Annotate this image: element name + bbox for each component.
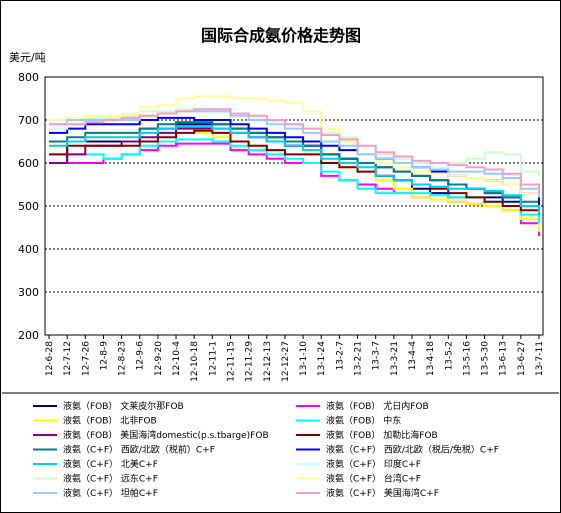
- x-tick-label: 13-5-30: [481, 341, 491, 376]
- x-tick-label: 13-5-2: [444, 341, 454, 370]
- legend-label: 液氨（FOB） 尤日内FOB: [326, 400, 429, 412]
- y-tick-labels: 200 300 400 500 600 700 800: [18, 71, 39, 342]
- x-tick-label: 12-8-23: [118, 341, 128, 376]
- legend-label: 液氨（C+F） 西欧/北欧（税前）C+F: [63, 444, 215, 456]
- x-tick-label: 12-9-20: [154, 341, 164, 376]
- x-tick-label: 12-7-12: [63, 341, 73, 376]
- x-tick-label: 12-7-26: [81, 341, 91, 376]
- y-tick-label: 300: [18, 286, 39, 299]
- chart-title: 国际合成氨价格走势图: [201, 26, 361, 45]
- legend: 液氨（FOB） 文莱皮尔那FOB 液氨（FOB） 尤日内FOB 液氨（FOB） 北非…: [33, 400, 499, 499]
- series-line-3: [49, 138, 540, 224]
- plot-border: [44, 76, 544, 336]
- x-tick-label: 13-2-7: [335, 341, 345, 370]
- legend-label: 液氨（C+F） 西欧/北欧（税后/免税）C+F: [326, 444, 499, 456]
- y-tick-label: 200: [18, 329, 39, 342]
- x-tick-label: 12-11-29: [245, 341, 255, 382]
- x-tick-label: 13-2-21: [354, 341, 364, 376]
- legend-label: 液氨（C+F） 台湾C+F: [326, 473, 421, 485]
- x-tick-label: 12-6-28: [45, 341, 55, 376]
- series-line-11: [49, 95, 540, 198]
- x-tick-label: 13-4-4: [408, 341, 418, 371]
- y-tick-label: 500: [18, 200, 39, 213]
- x-tick-label: 13-5-16: [462, 341, 472, 376]
- x-tick-labels: 12-6-28 12-7-12 12-7-26 12-8-9 12-8-23 12-9-6…: [45, 335, 545, 382]
- y-axis-label: 美元/吨: [9, 51, 46, 64]
- legend-label: 液氨（FOB） 加勒比海FOB: [326, 429, 438, 441]
- x-tick-label: 13-6-13: [499, 341, 509, 376]
- legend-label: 液氨（C+F） 坦帕C+F: [63, 487, 158, 499]
- legend-label: 液氨（C+F） 美国海湾C+F: [326, 487, 439, 499]
- series-line-2: [49, 131, 540, 232]
- x-tick-label: 13-3-7: [372, 341, 382, 370]
- y-tick-label: 700: [18, 114, 39, 127]
- x-tick-label: 12-12-27: [281, 341, 291, 382]
- series-line-13: [49, 108, 540, 194]
- x-tick-label: 12-10-4: [172, 341, 182, 376]
- y-tick-label: 600: [18, 157, 39, 170]
- x-tick-label: 13-6-27: [517, 341, 527, 376]
- legend-label: 液氨（C+F） 北美C+F: [63, 458, 158, 470]
- x-tick-label: 12-11-15: [226, 341, 236, 382]
- legend-label: 液氨（FOB） 美国海湾domestic(p.s.tbarge)FOB: [63, 429, 269, 441]
- x-tick-label: 13-1-24: [317, 341, 327, 376]
- x-tick-label: 12-12-13: [263, 341, 273, 382]
- series-line-8: [49, 125, 540, 215]
- x-tick-label: 12-11-1: [208, 341, 218, 376]
- series-line-6: [49, 121, 540, 206]
- legend-label: 液氨（FOB） 中东: [326, 415, 401, 427]
- y-tick-label: 800: [18, 71, 39, 84]
- x-tick-label: 13-3-21: [390, 341, 400, 376]
- x-tick-label: 12-9-6: [136, 341, 146, 371]
- y-tick-label: 400: [18, 243, 39, 256]
- series-lines: [49, 95, 540, 237]
- x-tick-label: 13-1-10: [299, 341, 309, 376]
- x-tick-label: 13-7-11: [535, 341, 545, 376]
- x-tick-label: 12-10-18: [190, 341, 200, 382]
- legend-label: 液氨（C+F） 远东C+F: [63, 473, 158, 485]
- legend-label: 液氨（FOB） 文莱皮尔那FOB: [63, 400, 184, 412]
- legend-label: 液氨（FOB） 北非FOB: [63, 415, 157, 427]
- legend-label: 液氨（C+F） 印度C+F: [326, 458, 421, 470]
- x-tick-label: 12-8-9: [99, 341, 109, 371]
- x-tick-label: 13-4-18: [426, 341, 436, 376]
